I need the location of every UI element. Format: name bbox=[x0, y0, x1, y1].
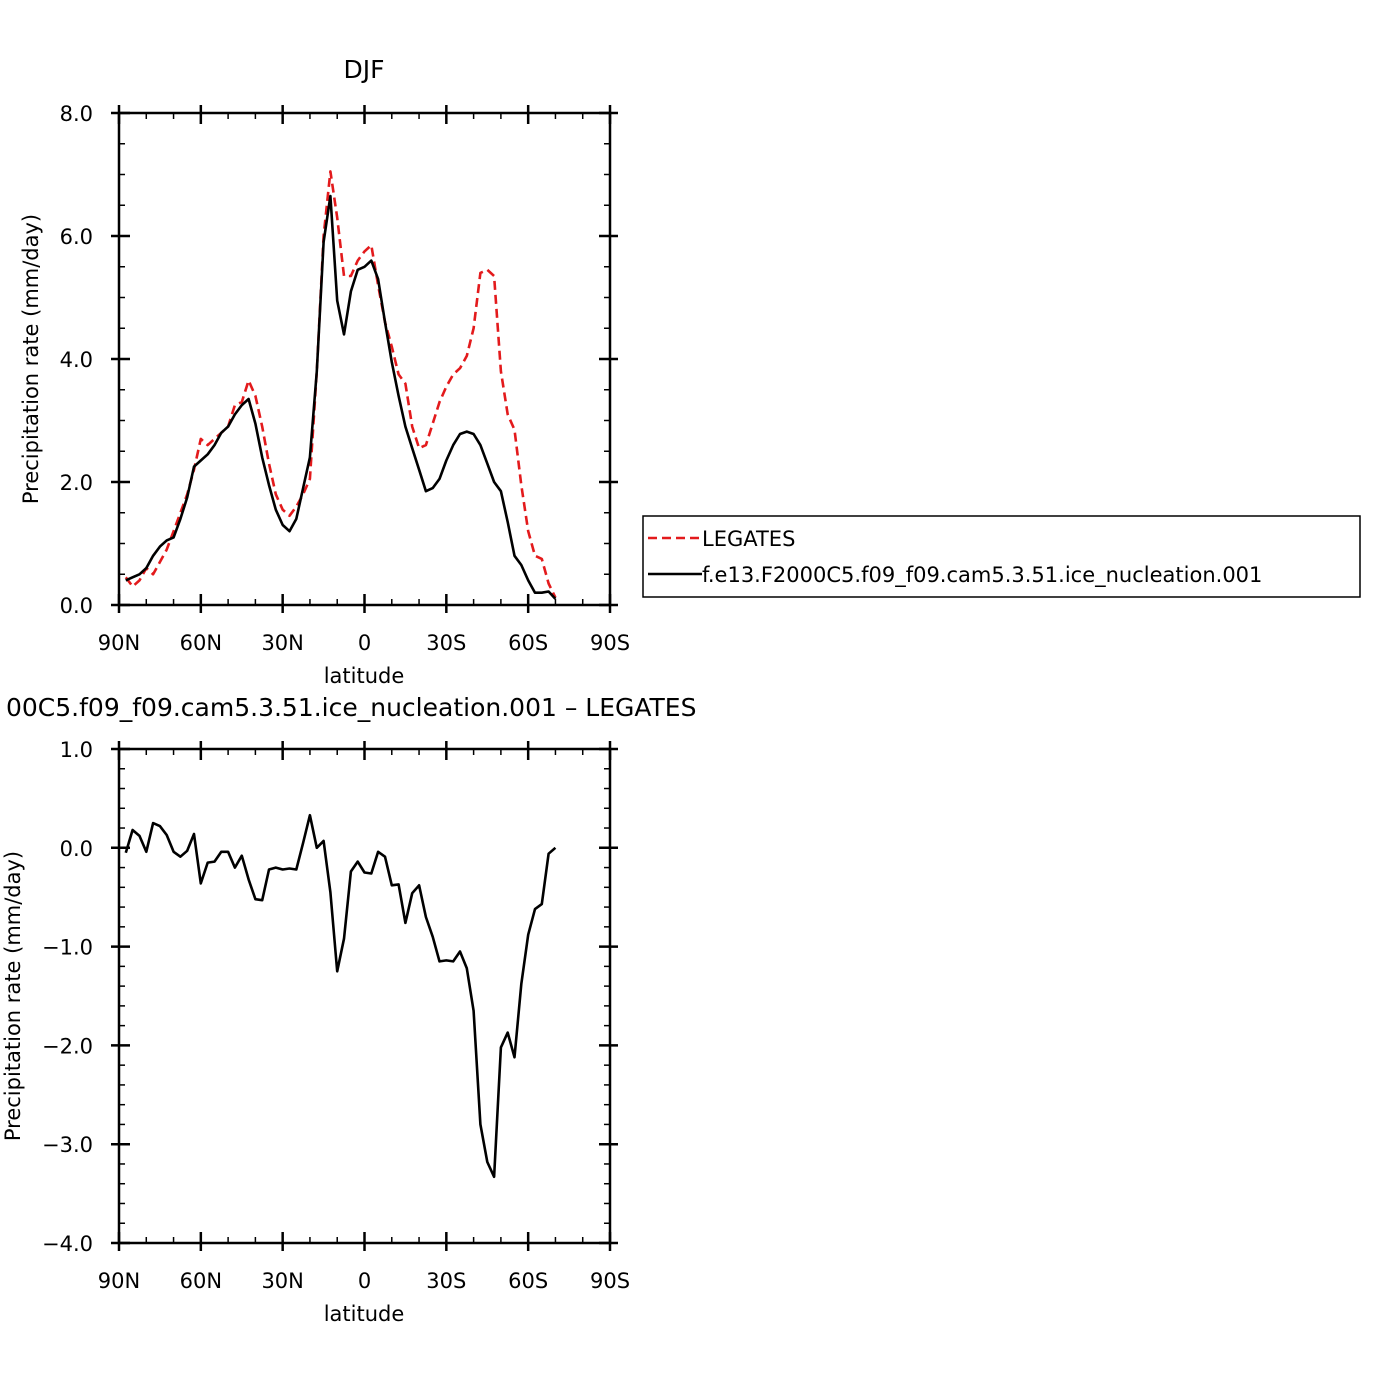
bottom-y-tick-label: −4.0 bbox=[42, 1232, 93, 1256]
bottom-y-tick-label: 1.0 bbox=[60, 738, 93, 762]
bottom-x-tick-label: 60S bbox=[508, 1269, 548, 1293]
bottom-y-tick-label: −1.0 bbox=[42, 936, 93, 960]
legend-label-legates: LEGATES bbox=[702, 527, 795, 551]
top-chart-panel: DJF 90N 60N 30N 0 30S 60S 90S 0.0 2.0 4.0 6.0 8.0 l… bbox=[19, 55, 630, 688]
bottom-y-tick-label: 0.0 bbox=[60, 837, 93, 861]
bottom-y-tick-label: −3.0 bbox=[42, 1133, 93, 1157]
top-x-axis-label: latitude bbox=[324, 664, 405, 688]
bottom-x-tick-label: 30N bbox=[261, 1269, 303, 1293]
bottom-plot-frame bbox=[117, 747, 612, 1245]
top-y-tick-label: 2.0 bbox=[60, 471, 93, 495]
bottom-y-axis-label: Precipitation rate (mm/day) bbox=[1, 851, 25, 1141]
bottom-x-tick-label: 90S bbox=[590, 1269, 630, 1293]
bottom-chart-tick-labels: 90N 60N 30N 0 30S 60S 90S −4.0 −3.0 −2.0 −1.0 0.0 1.… bbox=[42, 738, 630, 1293]
top-y-tick-label: 4.0 bbox=[60, 348, 93, 372]
bottom-chart-title: 00C5.f09_f09.cam5.3.51.ice_nucleation.00… bbox=[6, 693, 696, 722]
bottom-chart-ticks bbox=[111, 741, 618, 1251]
bottom-y-tick-label: −2.0 bbox=[42, 1034, 93, 1058]
top-chart-ticks bbox=[111, 105, 618, 613]
top-series-line-1 bbox=[125, 194, 557, 600]
top-y-tick-label: 8.0 bbox=[60, 102, 93, 126]
top-x-tick-label: 90N bbox=[98, 631, 140, 655]
top-x-tick-label: 60S bbox=[508, 631, 548, 655]
top-x-tick-label: 30S bbox=[426, 631, 466, 655]
bottom-x-tick-label: 90N bbox=[98, 1269, 140, 1293]
top-x-tick-label: 0 bbox=[358, 631, 371, 655]
legend-label-model: f.e13.F2000C5.f09_f09.cam5.3.51.ice_nucl… bbox=[702, 563, 1262, 588]
bottom-chart-panel: 00C5.f09_f09.cam5.3.51.ice_nucleation.00… bbox=[1, 693, 696, 1326]
bottom-x-tick-label: 0 bbox=[358, 1269, 371, 1293]
top-chart-tick-labels: 90N 60N 30N 0 30S 60S 90S 0.0 2.0 4.0 6.0 8.0 bbox=[60, 102, 630, 655]
top-y-axis-label: Precipitation rate (mm/day) bbox=[19, 214, 43, 504]
top-chart-title: DJF bbox=[343, 55, 384, 84]
top-x-tick-label: 90S bbox=[590, 631, 630, 655]
bottom-x-tick-label: 60N bbox=[180, 1269, 222, 1293]
bottom-x-tick-label: 30S bbox=[426, 1269, 466, 1293]
legend-box bbox=[642, 515, 1361, 598]
legend: LEGATES f.e13.F2000C5.f09_f09.cam5.3.51.… bbox=[642, 515, 1361, 598]
top-y-tick-label: 0.0 bbox=[60, 594, 93, 618]
top-series-line-0 bbox=[124, 170, 557, 599]
bottom-chart-series bbox=[124, 813, 557, 1179]
top-plot-frame bbox=[117, 111, 612, 607]
top-y-tick-label: 6.0 bbox=[60, 225, 93, 249]
top-x-tick-label: 60N bbox=[180, 631, 222, 655]
top-chart-series bbox=[124, 170, 557, 600]
bottom-x-axis-label: latitude bbox=[324, 1302, 405, 1326]
bottom-series-line-0 bbox=[124, 813, 557, 1179]
top-x-tick-label: 30N bbox=[261, 631, 303, 655]
